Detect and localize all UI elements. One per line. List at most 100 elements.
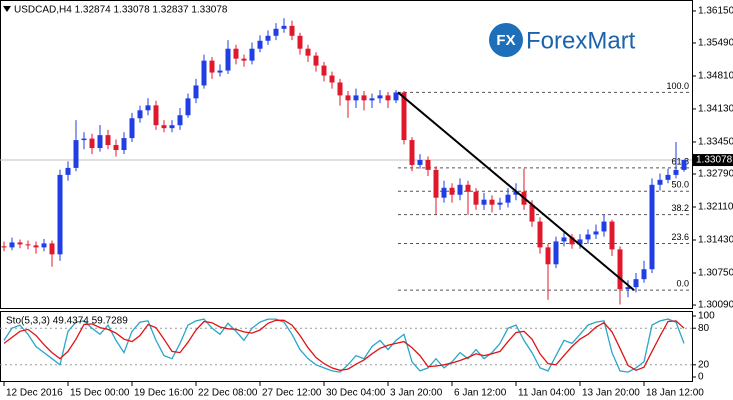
- y-tick-label: 1.34130: [698, 104, 733, 115]
- fib-level-label: 50.0: [671, 180, 689, 190]
- candle-body: [1, 246, 7, 248]
- candle-body: [617, 249, 623, 290]
- x-tick-label: 22 Dec 08:00: [198, 388, 258, 399]
- candle-body: [441, 187, 447, 198]
- stochastic-line: [3, 319, 685, 372]
- x-tick-label: 15 Dec 00:00: [70, 388, 130, 399]
- candle-body: [361, 95, 367, 101]
- candle-body: [681, 160, 687, 170]
- x-tick-label: 30 Dec 04:00: [326, 388, 386, 399]
- candle-body: [321, 65, 327, 76]
- y-tick-label: 0: [698, 372, 704, 383]
- y-tick-label: 1.34810: [698, 71, 733, 82]
- candle-body: [489, 199, 495, 205]
- candle-body: [249, 48, 255, 61]
- x-tick-label: 13 Jan 20:00: [582, 388, 640, 399]
- x-tick-label: 11 Jan 04:00: [518, 388, 576, 399]
- x-tick-label: 27 Dec 12:00: [262, 388, 322, 399]
- main-panel-frame: [0, 0, 693, 309]
- logo-mark: FX: [496, 32, 515, 49]
- y-tick-label: 20: [698, 359, 710, 370]
- y-tick-label: 1.30090: [698, 300, 733, 311]
- candle-body: [417, 159, 423, 165]
- candle-body: [113, 145, 119, 151]
- candle-body: [9, 242, 15, 248]
- candle-body: [65, 167, 71, 175]
- candle-body: [121, 138, 127, 151]
- candle-body: [553, 241, 559, 265]
- candle-body: [289, 25, 295, 36]
- y-tick-label: 1.32790: [698, 169, 733, 180]
- candle-body: [409, 140, 415, 165]
- candle-body: [305, 48, 311, 56]
- fib-level-label: 38.2: [671, 203, 689, 213]
- indicator-title: Sto(5,3,3) 49.4374 59.7289: [6, 316, 128, 327]
- candle-body: [473, 191, 479, 205]
- candle-body: [465, 184, 471, 192]
- candle-body: [105, 135, 111, 146]
- candle-body: [625, 287, 631, 290]
- candle-body: [641, 269, 647, 280]
- x-tick-label: 6 Jan 12:00: [454, 388, 507, 399]
- candle-body: [633, 279, 639, 288]
- candle-body: [649, 184, 655, 270]
- chart-title: USDCAD,H4 1.32874 1.33078 1.32837 1.3307…: [14, 5, 228, 16]
- y-tick-label: 100: [698, 311, 715, 322]
- candle-body: [145, 105, 151, 111]
- candle-body: [161, 125, 167, 129]
- candle-body: [129, 118, 135, 139]
- candle-body: [393, 92, 399, 101]
- logo-circle: [489, 23, 523, 57]
- candle-body: [273, 28, 279, 36]
- candle-body: [185, 98, 191, 116]
- candle-body: [433, 169, 439, 198]
- candle-body: [97, 135, 103, 149]
- candle-body: [545, 247, 551, 265]
- candle-body: [497, 202, 503, 205]
- candle-body: [353, 95, 359, 101]
- candle-body: [337, 82, 343, 96]
- fib-level-label: 23.6: [671, 232, 689, 242]
- candle-body: [89, 138, 95, 149]
- candle-body: [529, 204, 535, 222]
- candle-body: [665, 174, 671, 180]
- candle-body: [57, 174, 63, 255]
- x-tick-label: 18 Jan 12:00: [646, 388, 704, 399]
- candle-body: [281, 25, 287, 29]
- y-tick-label: 1.30750: [698, 268, 733, 279]
- last-price-label: 1.33078: [696, 155, 733, 166]
- fib-level-label: 100.0: [666, 81, 689, 91]
- candle-body: [257, 40, 263, 49]
- candle-body: [537, 221, 543, 248]
- candle-body: [401, 92, 407, 141]
- candle-body: [265, 35, 271, 41]
- candle-body: [81, 138, 87, 141]
- candle-body: [513, 191, 519, 195]
- candle-body: [25, 244, 31, 246]
- fib-level-label: 61.8: [671, 156, 689, 166]
- candle-body: [425, 159, 431, 170]
- candle-body: [449, 187, 455, 195]
- candle-body: [585, 234, 591, 240]
- candle-body: [49, 243, 55, 255]
- candle-body: [177, 115, 183, 126]
- candle-body: [209, 60, 215, 73]
- candle-body: [577, 239, 583, 245]
- logo-text: ForexMart: [526, 27, 636, 54]
- candle-body: [233, 48, 239, 59]
- candle-body: [137, 110, 143, 119]
- candle-body: [313, 55, 319, 66]
- candle-body: [329, 75, 335, 83]
- fib-level-label: 0.0: [676, 278, 689, 288]
- candle-body: [345, 95, 351, 101]
- y-tick-label: 1.31430: [698, 235, 733, 246]
- y-tick-label: 1.33450: [698, 137, 733, 148]
- candle-body: [377, 95, 383, 99]
- candle-body: [601, 221, 607, 232]
- candle-body: [33, 245, 39, 248]
- candle-body: [241, 58, 247, 61]
- candle-body: [201, 60, 207, 86]
